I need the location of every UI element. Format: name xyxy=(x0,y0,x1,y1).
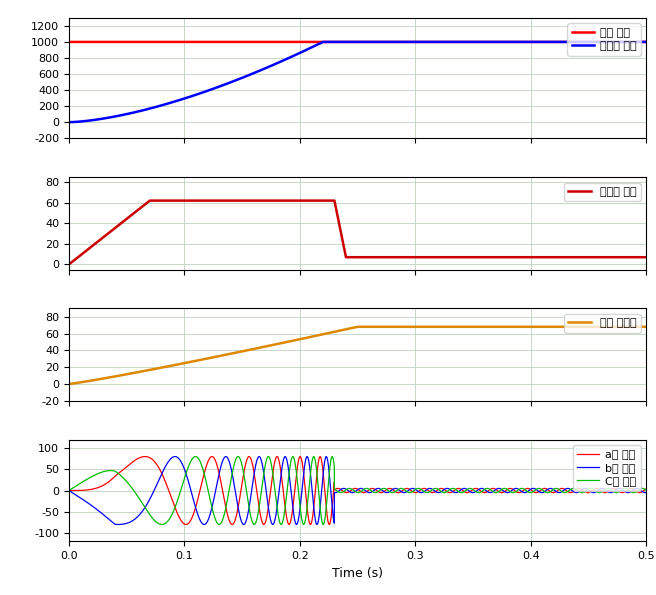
지령 속도 xyxy=(600,38,608,45)
b상 전류 xyxy=(344,487,352,494)
지령 속도 xyxy=(65,38,73,45)
a상 전류 xyxy=(586,488,594,496)
운전 주파수 xyxy=(600,323,608,330)
C상 전류 xyxy=(264,453,272,460)
고정자 도크 xyxy=(344,253,352,261)
지령 속도 xyxy=(604,38,612,45)
X-axis label: Time (s): Time (s) xyxy=(332,566,383,580)
지령 속도 xyxy=(464,38,472,45)
b상 전류 xyxy=(65,487,73,494)
운전 주파수 xyxy=(178,360,186,367)
고정자 도크 xyxy=(600,253,608,261)
고정자 도크 xyxy=(178,197,186,204)
a상 전류 xyxy=(141,453,149,460)
a상 전류 xyxy=(605,487,613,494)
운전 주파수 xyxy=(65,380,73,387)
a상 전류 xyxy=(65,487,73,494)
b상 전류 xyxy=(464,487,472,494)
운전 주파수 xyxy=(354,323,361,330)
Line: 고정자 도크: 고정자 도크 xyxy=(69,201,646,264)
고정자 도크 xyxy=(464,253,472,261)
고정자 속도 xyxy=(604,38,612,45)
b상 전류 xyxy=(601,486,609,493)
a상 전류 xyxy=(601,489,609,496)
a상 전류 xyxy=(178,518,186,525)
Legend: a상 전류, b상 전류, C상 전류: a상 전류, b상 전류, C상 전류 xyxy=(573,445,641,491)
고정자 속도 xyxy=(178,96,186,103)
지령 속도 xyxy=(344,38,352,45)
운전 주파수 xyxy=(464,323,472,330)
고정자 속도 xyxy=(586,38,594,45)
Line: b상 전류: b상 전류 xyxy=(69,456,646,524)
C상 전류 xyxy=(586,485,594,492)
C상 전류 xyxy=(464,486,472,493)
운전 주파수 xyxy=(586,323,594,330)
지령 속도 xyxy=(178,38,186,45)
b상 전류 xyxy=(605,488,613,496)
C상 전류 xyxy=(65,487,73,494)
b상 전류 xyxy=(642,489,650,496)
Line: a상 전류: a상 전류 xyxy=(69,456,646,524)
고정자 도크 xyxy=(586,253,594,261)
b상 전류 xyxy=(178,460,186,467)
운전 주파수 xyxy=(604,323,612,330)
지령 속도 xyxy=(642,38,650,45)
a상 전류 xyxy=(285,521,293,528)
C상 전류 xyxy=(642,487,650,494)
고정자 도크 xyxy=(604,253,612,261)
b상 전류 xyxy=(114,521,122,528)
고정자 속도 xyxy=(319,38,327,45)
운전 주파수 xyxy=(344,325,352,333)
a상 전류 xyxy=(344,489,352,496)
고정자 속도 xyxy=(65,118,73,126)
C상 전류 xyxy=(601,486,609,493)
고정자 속도 xyxy=(344,38,352,45)
고정자 도크 xyxy=(65,261,73,268)
고정자 도크 xyxy=(146,197,154,204)
Legend: 지령 속도, 고정자 속도: 지령 속도, 고정자 속도 xyxy=(567,23,641,55)
b상 전류 xyxy=(586,487,594,494)
Legend: 고정자 도크: 고정자 도크 xyxy=(564,183,641,201)
고정자 도크 xyxy=(642,253,650,261)
고정자 속도 xyxy=(464,38,472,45)
Line: 고정자 속도: 고정자 속도 xyxy=(69,42,646,122)
Line: 운전 주파수: 운전 주파수 xyxy=(69,327,646,384)
C상 전류 xyxy=(344,485,352,492)
a상 전류 xyxy=(464,489,472,496)
a상 전류 xyxy=(642,486,650,493)
지령 속도 xyxy=(586,38,594,45)
운전 주파수 xyxy=(642,323,650,330)
b상 전류 xyxy=(171,453,179,460)
Legend: 운전 주파수: 운전 주파수 xyxy=(564,314,641,333)
고정자 속도 xyxy=(642,38,650,45)
Line: C상 전류: C상 전류 xyxy=(69,456,646,524)
C상 전류 xyxy=(605,485,613,492)
C상 전류 xyxy=(178,483,186,490)
고정자 속도 xyxy=(600,38,608,45)
C상 전류 xyxy=(250,521,258,528)
